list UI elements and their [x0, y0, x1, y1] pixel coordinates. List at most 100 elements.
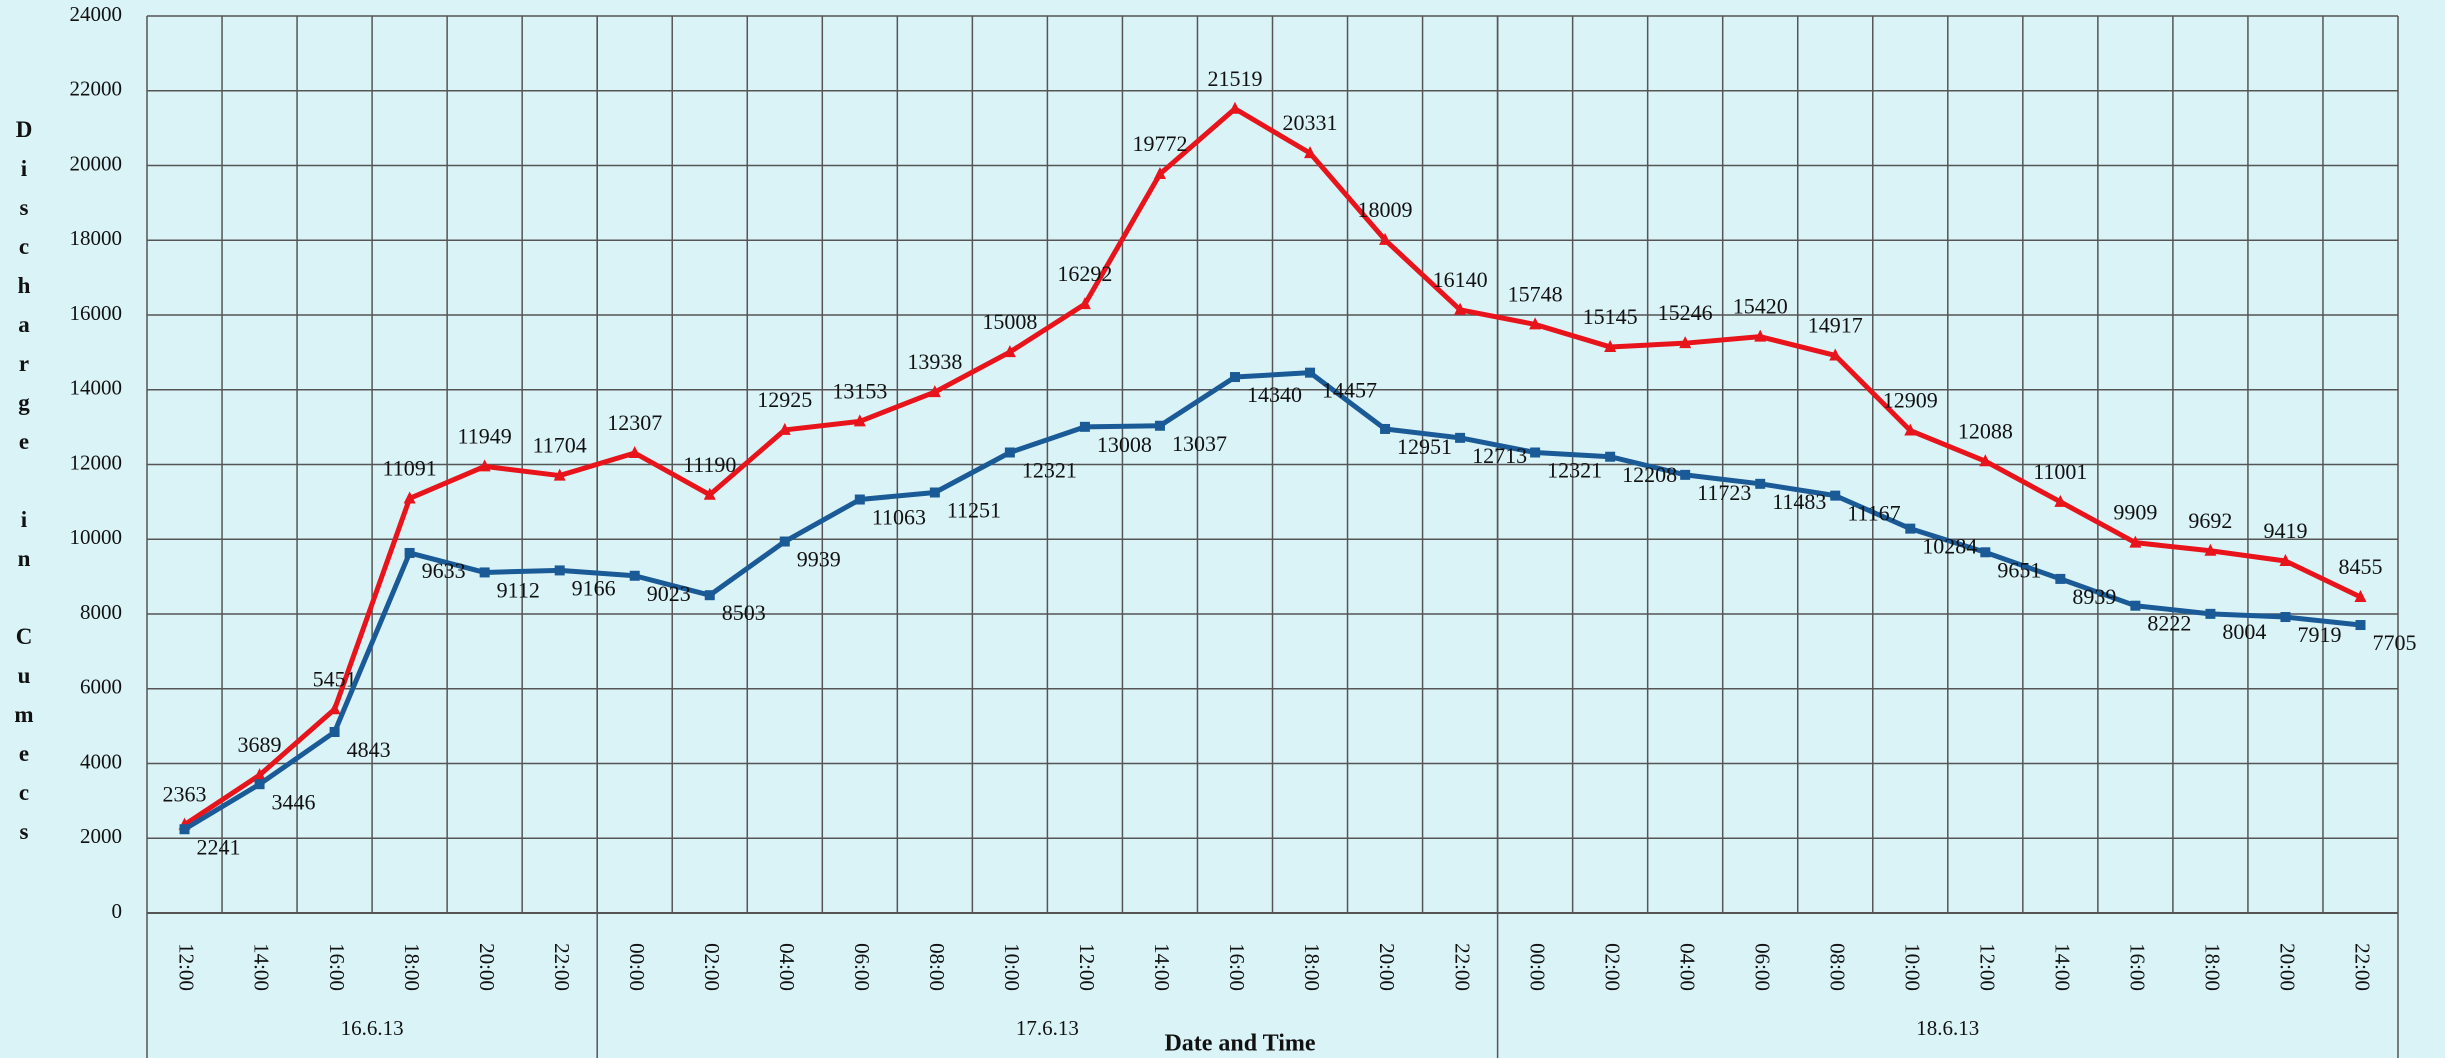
data-label: 8503: [722, 600, 766, 625]
data-label: 19772: [1132, 131, 1187, 156]
data-label: 2241: [197, 834, 241, 859]
marker: [1379, 232, 1392, 245]
marker: [1003, 345, 1016, 358]
x-tick-label: 08:00: [1825, 943, 1849, 991]
x-tick-label: 20:00: [2276, 943, 2300, 991]
data-label: 11949: [458, 423, 512, 448]
data-label: 15420: [1733, 294, 1788, 319]
x-tick-label: 18:00: [2201, 943, 2225, 991]
marker: [1078, 297, 1091, 310]
data-label: 11483: [1772, 489, 1826, 514]
marker: [853, 414, 866, 427]
y-tick-label: 10000: [70, 525, 123, 549]
marker: [554, 565, 565, 576]
data-label: 7705: [2372, 630, 2416, 655]
y-tick-label: 18000: [70, 226, 123, 250]
data-label: 13037: [1172, 431, 1227, 456]
marker: [2129, 535, 2142, 548]
marker: [628, 446, 641, 459]
y-tick-label: 6000: [80, 675, 122, 699]
marker: [1454, 302, 1467, 315]
data-label: 11001: [2033, 459, 2087, 484]
x-tick-label: 18:00: [1300, 943, 1324, 991]
marker: [704, 590, 715, 601]
series-line: [183, 370, 2361, 832]
marker: [2055, 573, 2066, 584]
marker: [2204, 543, 2217, 556]
data-label: 9939: [797, 547, 841, 572]
x-tick-label: 22:00: [1450, 943, 1474, 991]
marker: [179, 824, 190, 835]
data-label: 14917: [1808, 313, 1863, 338]
data-label: 8455: [2338, 554, 2382, 579]
x-tick-label: 16:00: [2126, 943, 2150, 991]
data-label: 8222: [2147, 611, 2191, 636]
data-label: 13938: [907, 349, 962, 374]
marker: [1754, 329, 1767, 342]
data-label: 11167: [1847, 501, 1900, 526]
x-tick-label: 16:00: [325, 943, 349, 991]
y-tick-label: 20000: [70, 151, 123, 175]
data-label: 12321: [1022, 458, 1077, 483]
marker: [1680, 469, 1691, 480]
y-tick-label: 24000: [70, 2, 123, 26]
marker: [1079, 421, 1090, 432]
data-label: 12909: [1883, 388, 1938, 413]
data-label: 9112: [497, 577, 540, 602]
y-tick-label: 16000: [70, 301, 123, 325]
series-line: [183, 106, 2362, 827]
x-tick-label: 06:00: [850, 943, 874, 991]
x-tick-label: 22:00: [2351, 943, 2375, 991]
y-tick-label: 0: [112, 899, 123, 923]
data-label: 10284: [1922, 534, 1977, 559]
marker: [1904, 423, 1917, 436]
x-tick-label: 06:00: [1750, 943, 1774, 991]
data-label: 12307: [607, 410, 662, 435]
x-tick-label: 00:00: [1525, 943, 1549, 991]
marker: [779, 536, 790, 547]
marker: [854, 494, 865, 505]
data-label: 16140: [1433, 267, 1488, 292]
x-tick-label: 12:00: [175, 943, 199, 991]
group-label: 17.6.13: [1016, 1016, 1079, 1040]
data-label: 16292: [1057, 261, 1112, 286]
marker: [1604, 339, 1617, 352]
data-label: 9166: [572, 575, 616, 600]
marker: [2280, 612, 2291, 623]
marker: [2354, 589, 2367, 602]
data-label: 9692: [2188, 508, 2232, 533]
x-tick-label: 12:00: [1075, 943, 1099, 991]
marker: [1905, 523, 1916, 534]
data-label: 12088: [1958, 418, 2013, 443]
data-label: 15748: [1508, 281, 1563, 306]
marker: [404, 547, 415, 558]
x-tick-label: 02:00: [700, 943, 724, 991]
marker: [1305, 367, 1316, 378]
marker: [403, 491, 416, 504]
marker: [1830, 490, 1841, 501]
data-label: 11063: [872, 505, 926, 530]
marker: [2205, 608, 2216, 619]
marker: [703, 487, 716, 500]
marker: [1605, 451, 1616, 462]
x-tick-label: 08:00: [925, 943, 949, 991]
x-tick-label: 04:00: [1675, 943, 1699, 991]
data-label: 11251: [947, 498, 1001, 523]
marker: [1004, 447, 1015, 458]
x-axis-title: Date and Time: [1164, 1031, 1315, 1057]
data-label: 12951: [1397, 434, 1452, 459]
data-label: 18009: [1358, 197, 1413, 222]
x-tick-label: 10:00: [1900, 943, 1924, 991]
y-axis-title: Discharge in Cumecs: [12, 117, 37, 858]
marker: [329, 726, 340, 737]
marker: [1153, 167, 1166, 180]
data-label: 9651: [1997, 557, 2041, 582]
data-label: 3689: [238, 732, 282, 757]
data-label: 5451: [313, 666, 357, 691]
marker: [1980, 547, 1991, 558]
data-label: 9023: [647, 581, 691, 606]
x-tick-label: 18:00: [400, 943, 424, 991]
x-tick-label: 00:00: [625, 943, 649, 991]
